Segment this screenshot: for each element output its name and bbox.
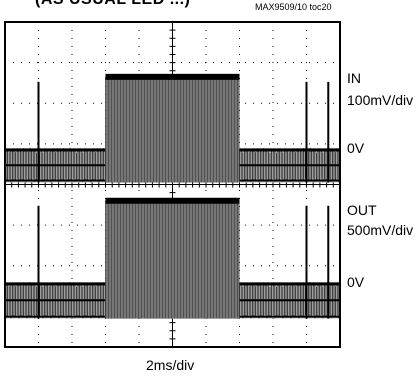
figure-id: MAX9509/10 toc20 xyxy=(255,2,332,12)
channel-out-name: OUT xyxy=(347,202,377,218)
burst-hatching xyxy=(105,200,240,319)
figure-title: (AS USUAL LED ...) xyxy=(35,0,190,9)
traces xyxy=(5,73,340,319)
burst-top-edge xyxy=(105,73,240,80)
burst-top-edge xyxy=(105,197,240,204)
channel-out-scale: 500mV/div xyxy=(347,222,414,238)
x-axis-label: 2ms/div xyxy=(146,357,195,373)
channel-in-zero: 0V xyxy=(347,140,365,156)
burst-hatching xyxy=(105,76,240,183)
trace-out xyxy=(5,197,340,319)
trace-in xyxy=(5,73,340,183)
channel-in-name: IN xyxy=(347,70,361,86)
channel-out-zero: 0V xyxy=(347,274,365,290)
channel-in-scale: 100mV/div xyxy=(347,92,414,108)
